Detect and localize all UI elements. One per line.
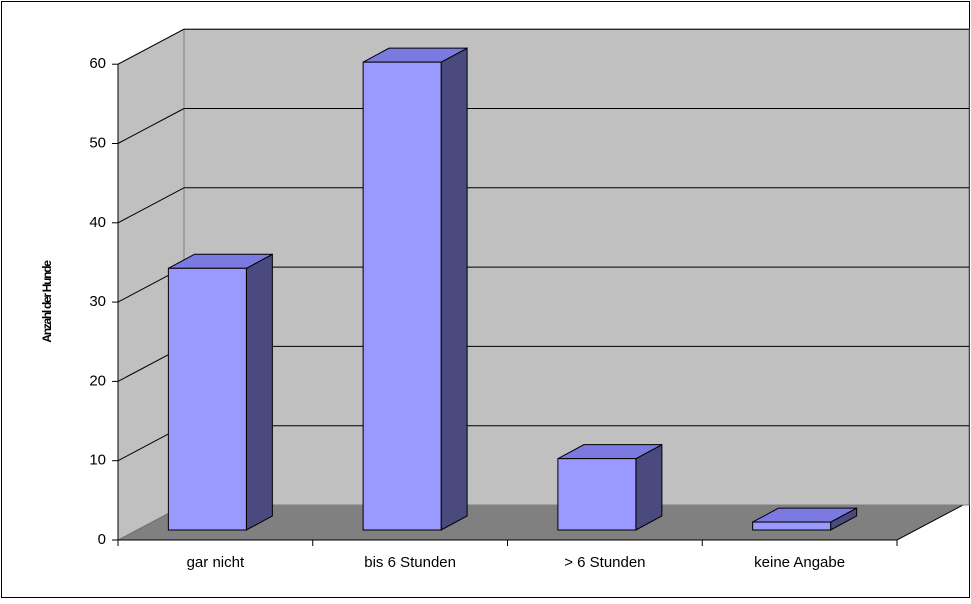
x-tick-label: bis 6 Stunden <box>364 554 456 571</box>
gridline-side <box>117 108 185 144</box>
x-tick-label: gar nicht <box>187 554 245 571</box>
bar-side <box>440 47 468 531</box>
y-tick-label: 30 <box>89 293 106 310</box>
gridline-side <box>117 187 185 224</box>
bar-front <box>362 61 442 531</box>
bar-3 <box>557 443 663 531</box>
bar-series <box>167 47 858 531</box>
y-tick-label: 40 <box>89 214 106 231</box>
axes: 0 10 20 30 40 50 60 gar nicht bis 6 Stunden > 6 S… <box>89 55 898 571</box>
bar-1 <box>167 253 273 531</box>
y-tick-label: 0 <box>98 531 106 548</box>
bar-4 <box>752 507 858 531</box>
bar-2 <box>362 47 468 531</box>
x-tick-label: keine Angabe <box>754 554 845 571</box>
y-tick-label: 10 <box>89 452 106 469</box>
bar-side <box>635 443 663 531</box>
gridlines <box>117 28 969 462</box>
bar-front <box>557 458 637 531</box>
gridline-side <box>117 28 185 65</box>
bar-front <box>752 521 832 531</box>
y-tick-label: 50 <box>89 134 106 151</box>
bar-front <box>167 267 247 531</box>
y-tick-label: 60 <box>89 55 106 72</box>
y-axis-title: Anzahl der Hunde <box>40 260 54 343</box>
y-tick-label: 20 <box>89 372 106 389</box>
bar-side <box>245 253 273 531</box>
x-tick-label: > 6 Stunden <box>564 554 645 571</box>
